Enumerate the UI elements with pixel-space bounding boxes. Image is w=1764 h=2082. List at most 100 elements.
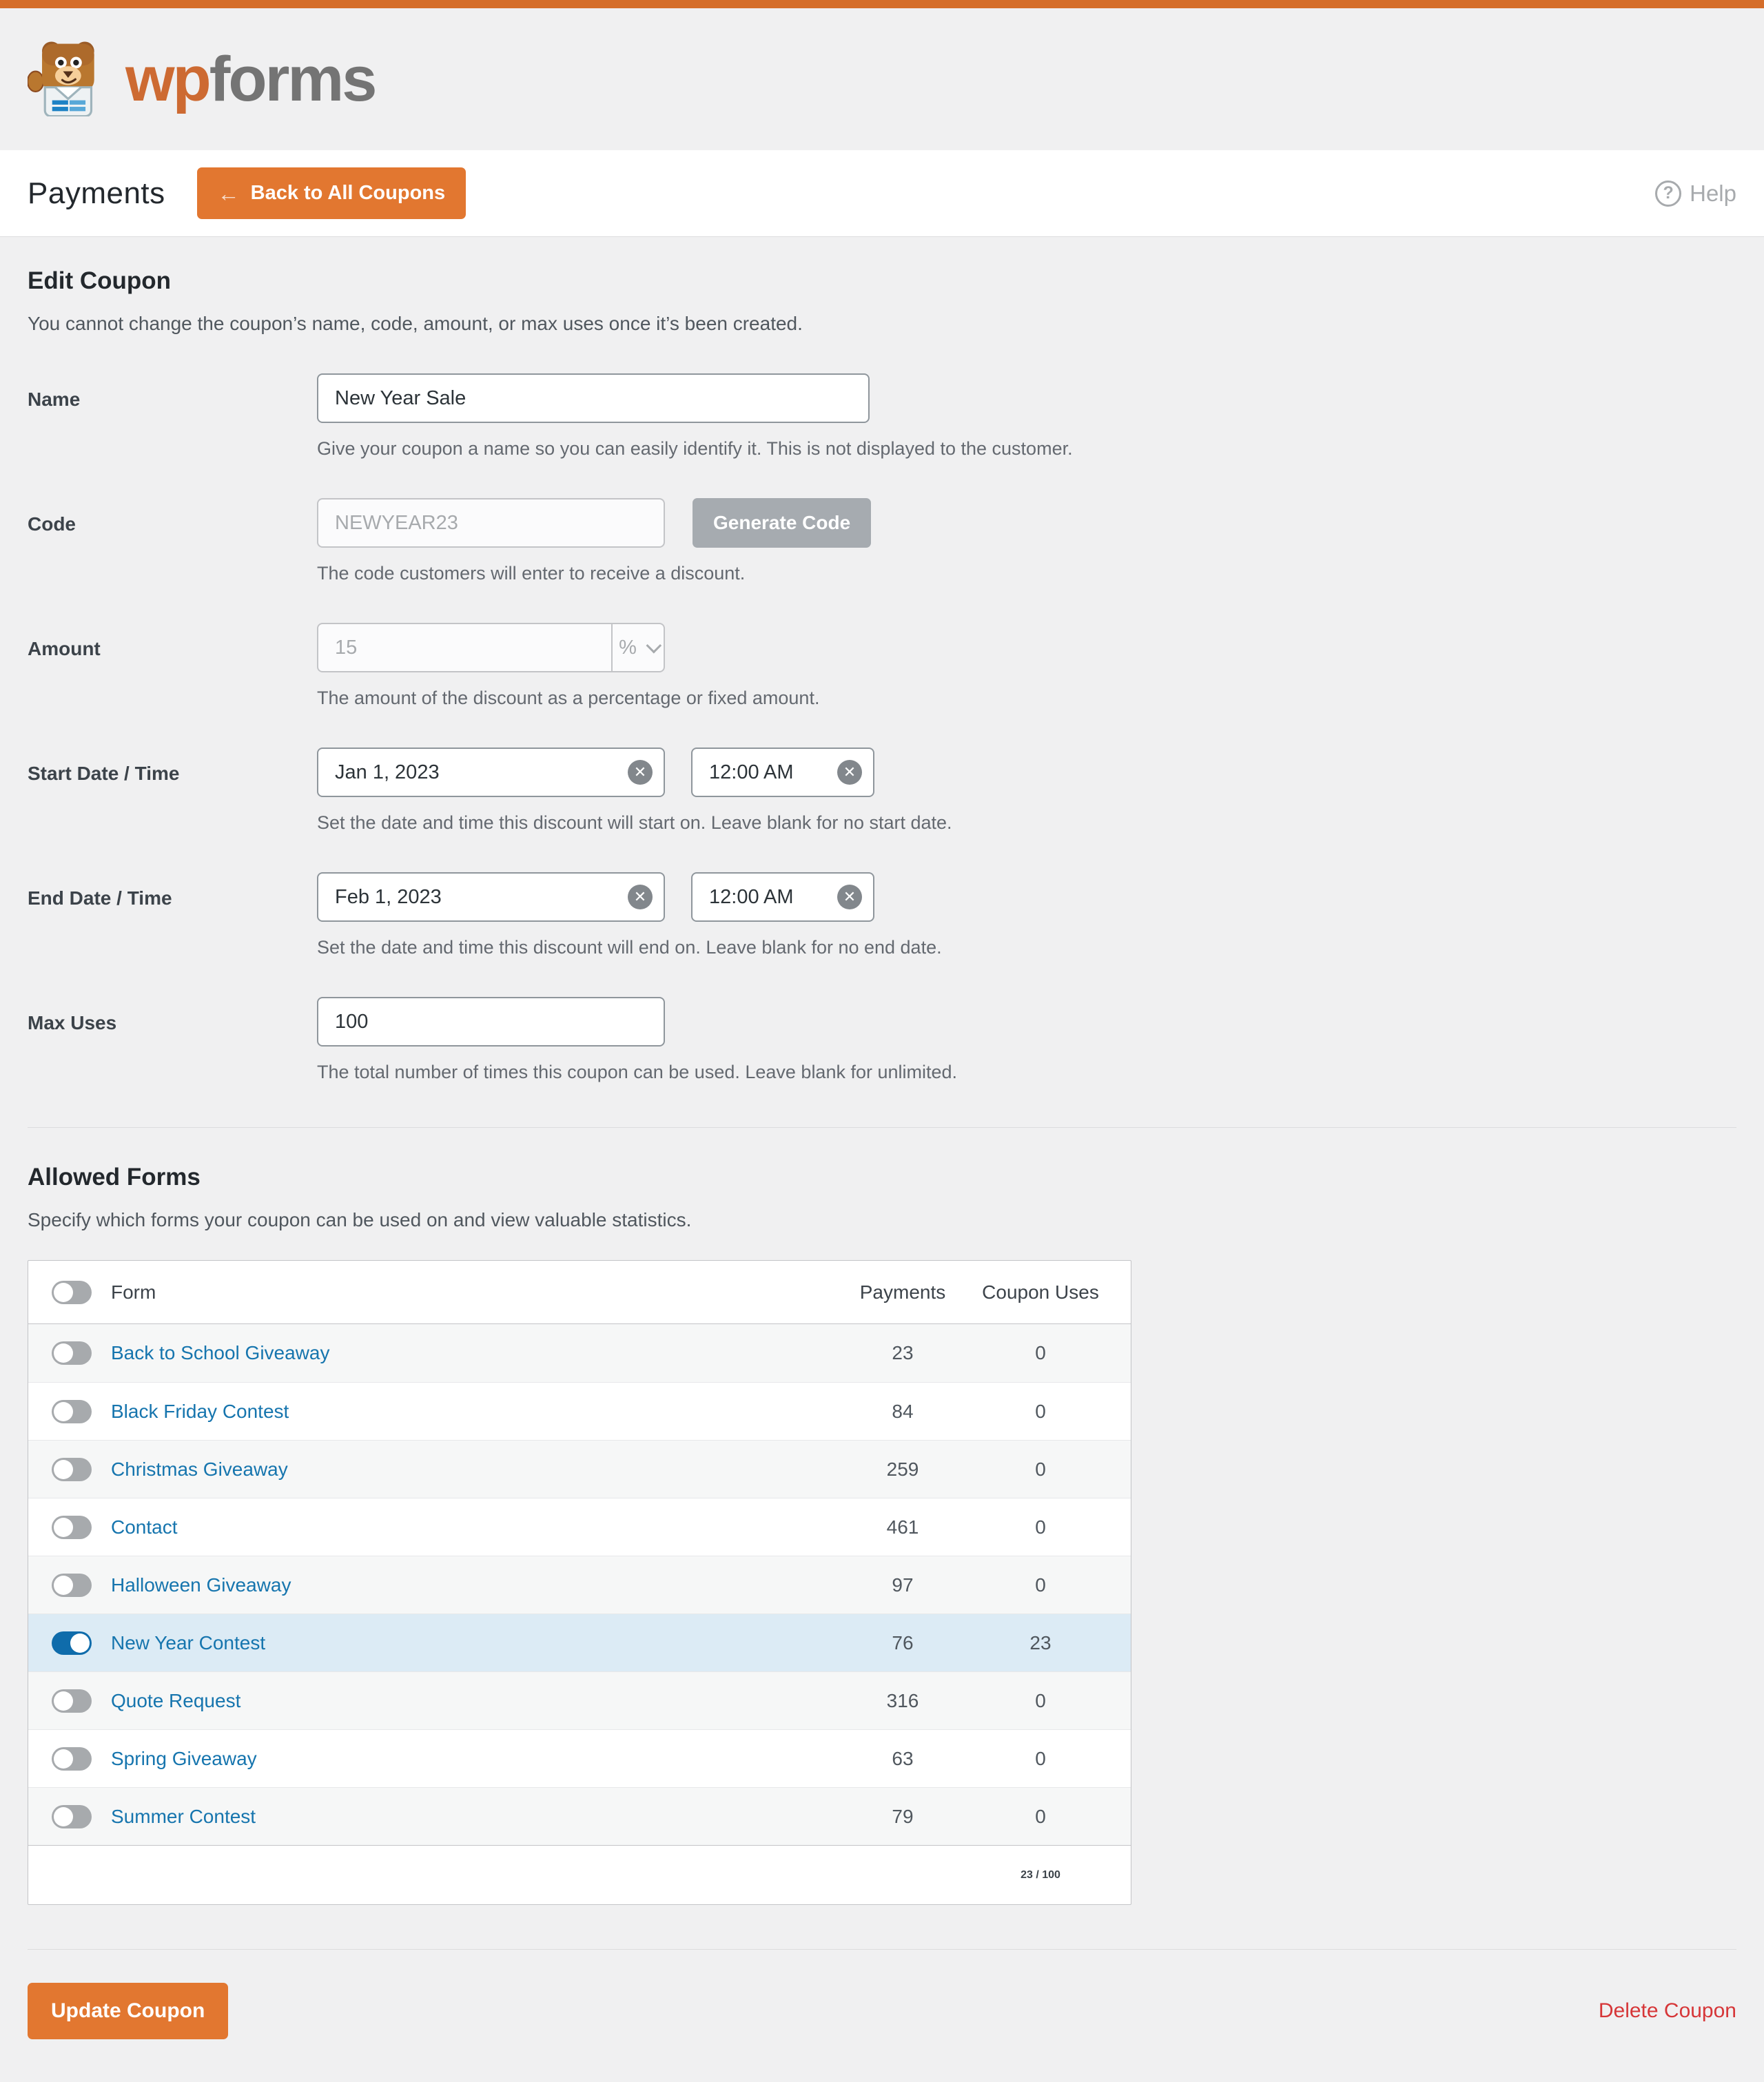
payments-value: 316 (886, 1689, 919, 1711)
wpforms-wordmark: wpforms (125, 44, 377, 114)
table-row: Back to School Giveaway 23 0 (28, 1324, 1131, 1382)
payments-value: 84 (892, 1400, 914, 1422)
amount-input (318, 624, 611, 671)
form-link[interactable]: Halloween Giveaway (111, 1574, 291, 1596)
max-uses-field-row: Max Uses The total number of times this … (28, 997, 1736, 1083)
allowed-forms-description: Specify which forms your coupon can be u… (28, 1209, 692, 1230)
help-link[interactable]: ? Help (1655, 180, 1736, 207)
page-title: Payments (28, 176, 165, 210)
code-input (317, 498, 665, 548)
payments-value: 79 (892, 1805, 914, 1827)
wpforms-logo: wpforms (26, 39, 377, 120)
chevron-down-icon (646, 637, 662, 654)
form-toggle[interactable] (52, 1631, 92, 1655)
form-toggle[interactable] (52, 1746, 92, 1771)
start-date-input[interactable] (317, 748, 665, 797)
max-uses-label: Max Uses (28, 1012, 117, 1033)
form-toggle[interactable] (52, 1457, 92, 1481)
update-coupon-button[interactable]: Update Coupon (28, 1983, 229, 2039)
name-input[interactable] (317, 373, 870, 423)
table-row: Halloween Giveaway 97 0 (28, 1556, 1131, 1614)
back-to-all-coupons-button[interactable]: ← Back to All Coupons (196, 167, 466, 219)
max-uses-input[interactable] (317, 997, 665, 1047)
forms-table-footer: 23 / 100 (28, 1845, 1131, 1904)
edit-coupon-heading: Edit Coupon (28, 267, 172, 294)
form-link[interactable]: Black Friday Contest (111, 1400, 289, 1422)
form-link[interactable]: Back to School Giveaway (111, 1342, 330, 1363)
amount-composite-field: % (317, 623, 665, 672)
app-header: wpforms (0, 8, 1764, 150)
form-link[interactable]: Summer Contest (111, 1805, 256, 1827)
top-accent-bar (0, 0, 1764, 8)
start-datetime-field-row: Start Date / Time ✕ ✕ Set the date and t… (28, 748, 1736, 834)
coupon-uses-value: 0 (1035, 1689, 1046, 1711)
end-datetime-help-text: Set the date and time this discount will… (317, 937, 942, 958)
coupon-uses-value: 0 (1035, 1516, 1046, 1538)
payments-toolbar: Payments ← Back to All Coupons ? Help (0, 150, 1764, 237)
table-row: Christmas Giveaway 259 0 (28, 1440, 1131, 1498)
table-row: Spring Giveaway 63 0 (28, 1729, 1131, 1787)
coupon-uses-total: 23 / 100 (1021, 1868, 1060, 1881)
form-toggle[interactable] (52, 1804, 92, 1828)
payments-value: 63 (892, 1747, 914, 1769)
master-toggle[interactable] (52, 1280, 92, 1304)
coupon-uses-value: 0 (1035, 1805, 1046, 1827)
table-row: Contact 461 0 (28, 1498, 1131, 1556)
form-toggle[interactable] (52, 1689, 92, 1713)
form-link[interactable]: Quote Request (111, 1689, 241, 1711)
forms-table-header: Form Payments Coupon Uses (28, 1261, 1131, 1324)
payments-value: 76 (892, 1631, 914, 1653)
amount-field-row: Amount % The amount of the discount as a… (28, 623, 1736, 709)
code-label: Code (28, 513, 76, 535)
coupon-uses-value: 0 (1035, 1458, 1046, 1480)
allowed-forms-section: Allowed Forms Specify which forms your c… (28, 1164, 1736, 1905)
allowed-forms-table: Form Payments Coupon Uses Back to School… (28, 1260, 1131, 1905)
forms-table-body: Back to School Giveaway 23 0 Black Frida… (28, 1324, 1131, 1845)
section-divider (28, 1127, 1736, 1128)
form-toggle[interactable] (52, 1515, 92, 1539)
left-arrow-icon: ← (217, 181, 240, 206)
name-help-text: Give your coupon a name so you can easil… (317, 438, 1073, 459)
clear-end-time-icon[interactable]: ✕ (837, 885, 862, 909)
form-toggle[interactable] (52, 1573, 92, 1597)
payments-value: 461 (886, 1516, 919, 1538)
delete-coupon-link[interactable]: Delete Coupon (1598, 1999, 1736, 2022)
payments-value: 259 (886, 1458, 919, 1480)
coupon-uses-value: 0 (1035, 1342, 1046, 1363)
form-link[interactable]: Christmas Giveaway (111, 1458, 288, 1480)
wpforms-bear-icon (26, 39, 113, 120)
clear-start-date-icon[interactable]: ✕ (628, 760, 653, 785)
form-link[interactable]: Contact (111, 1516, 178, 1538)
end-date-input[interactable] (317, 872, 665, 922)
name-field-row: Name Give your coupon a name so you can … (28, 373, 1736, 460)
form-toggle[interactable] (52, 1399, 92, 1423)
coupon-uses-value: 23 (1029, 1631, 1052, 1653)
amount-label: Amount (28, 638, 101, 659)
question-circle-icon: ? (1655, 180, 1682, 207)
start-time-input[interactable] (691, 748, 874, 797)
form-link[interactable]: Spring Giveaway (111, 1747, 257, 1769)
form-column-header: Form (111, 1281, 156, 1303)
coupon-uses-column-header: Coupon Uses (982, 1281, 1099, 1303)
form-toggle[interactable] (52, 1341, 92, 1365)
footer-divider (28, 1949, 1736, 1950)
generate-code-button: Generate Code (693, 498, 872, 548)
end-datetime-label: End Date / Time (28, 887, 172, 909)
coupon-uses-value: 0 (1035, 1400, 1046, 1422)
clear-start-time-icon[interactable]: ✕ (837, 760, 862, 785)
start-datetime-label: Start Date / Time (28, 763, 180, 784)
start-datetime-help-text: Set the date and time this discount will… (317, 812, 952, 833)
table-row: New Year Contest 76 23 (28, 1614, 1131, 1671)
form-link[interactable]: New Year Contest (111, 1631, 266, 1653)
main-content: Edit Coupon You cannot change the coupon… (0, 237, 1764, 2067)
edit-coupon-description: You cannot change the coupon’s name, cod… (28, 313, 803, 334)
table-row: Summer Contest 79 0 (28, 1787, 1131, 1845)
clear-end-date-icon[interactable]: ✕ (628, 885, 653, 909)
allowed-forms-heading: Allowed Forms (28, 1164, 201, 1191)
end-datetime-field-row: End Date / Time ✕ ✕ Set the date and tim… (28, 872, 1736, 958)
coupon-uses-value: 0 (1035, 1747, 1046, 1769)
code-field-row: Code Generate Code The code customers wi… (28, 498, 1736, 584)
coupon-uses-value: 0 (1035, 1574, 1046, 1596)
name-label: Name (28, 389, 81, 410)
amount-unit-select: % (611, 624, 664, 671)
